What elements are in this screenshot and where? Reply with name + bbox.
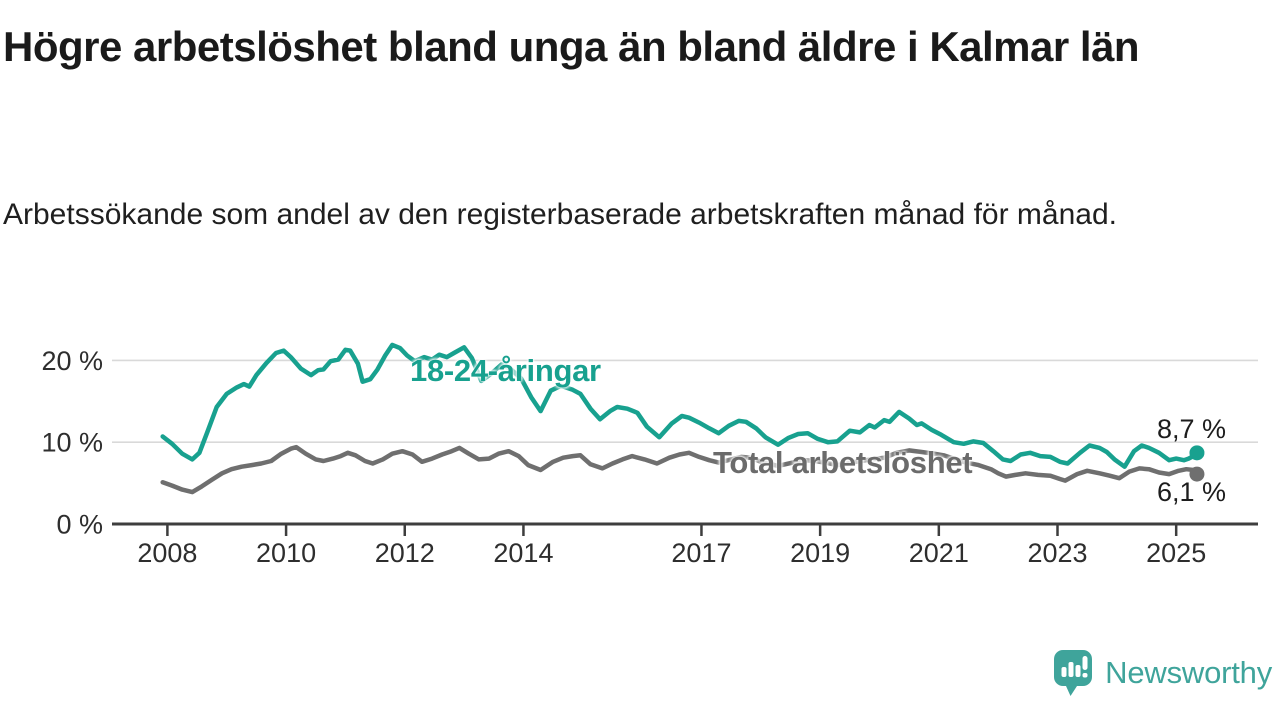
x-tick-label: 2010 [256, 538, 316, 568]
x-tick-label: 2014 [493, 538, 553, 568]
newsworthy-logo-icon [1054, 650, 1093, 696]
y-tick-label: 20 % [41, 346, 103, 376]
x-tick-label: 2019 [790, 538, 850, 568]
x-tick-label: 2017 [671, 538, 731, 568]
x-tick-label: 2012 [375, 538, 435, 568]
newsworthy-logo-text: Newsworthy [1105, 655, 1272, 690]
series-line-youth [160, 342, 1200, 469]
end-value-label-youth: 8,7 % [1156, 414, 1226, 444]
x-tick-label: 2025 [1146, 538, 1206, 568]
chart-title: Högre arbetslöshet bland unga än bland ä… [3, 23, 1140, 70]
end-dot-total [1189, 466, 1205, 482]
chart-subtitle: Arbetssökande som andel av den registerb… [3, 198, 1117, 231]
series-label-youth: 18-24-åringar [410, 353, 601, 388]
series-label-total: Total arbetslöshet [713, 445, 973, 480]
x-tick-label: 2023 [1027, 538, 1087, 568]
newsworthy-logo: Newsworthy [1052, 648, 1272, 698]
end-value-label-total: 6,1 % [1156, 477, 1226, 507]
x-tick-label: 2021 [909, 538, 969, 568]
y-tick-label: 0 % [56, 510, 103, 540]
x-tick-label: 2008 [137, 538, 197, 568]
y-tick-label: 10 % [41, 428, 103, 458]
end-dot-youth [1189, 445, 1205, 461]
series-line-total [160, 444, 1200, 495]
